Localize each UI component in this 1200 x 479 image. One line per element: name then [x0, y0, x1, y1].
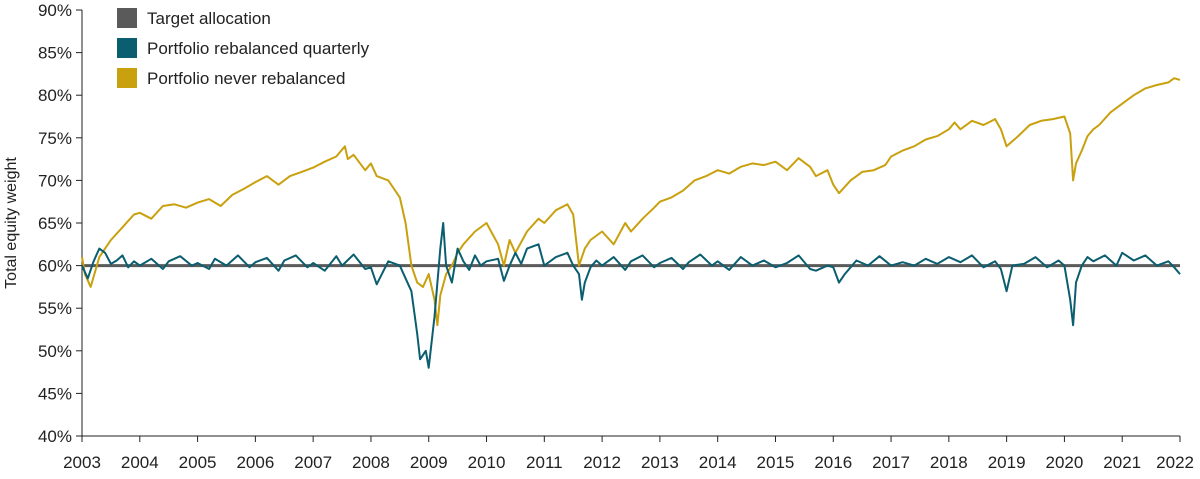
- x-tick-label: 2003: [63, 453, 101, 472]
- x-axis-ticks: 2003 2004 2005 2006 2007 2008 2009 2010 2011 2012…: [63, 436, 1194, 472]
- y-tick-label: 85%: [38, 44, 72, 63]
- legend-label-portfolio-never-rebalanced: Portfolio never rebalanced: [147, 69, 345, 88]
- y-axis-ticks: 40% 45% 50% 55% 60% 65% 70% 75% 80% 85% 90%: [38, 1, 82, 446]
- x-tick-label: 2010: [468, 453, 506, 472]
- x-tick-label: 2005: [179, 453, 217, 472]
- x-tick-label: 2011: [526, 453, 563, 472]
- x-tick-label: 2019: [988, 453, 1026, 472]
- y-axis-label: Total equity weight: [3, 157, 20, 289]
- legend-label-portfolio-rebalanced-quarterly: Portfolio rebalanced quarterly: [147, 39, 370, 58]
- x-tick-label: 2013: [641, 453, 679, 472]
- y-tick-label: 60%: [38, 257, 72, 276]
- x-tick-label: 2004: [121, 453, 159, 472]
- legend: Target allocation Portfolio rebalanced qu…: [117, 8, 370, 88]
- series-line-portfolio-never-rebalanced: [81, 77, 1181, 327]
- x-tick-label: 2008: [352, 453, 390, 472]
- y-tick-label: 75%: [38, 129, 72, 148]
- x-tick-label: 2018: [930, 453, 968, 472]
- x-tick-label: 2007: [294, 453, 332, 472]
- x-tick-label: 2009: [410, 453, 448, 472]
- legend-label-target-allocation: Target allocation: [147, 9, 271, 28]
- x-tick-label: 2006: [236, 453, 274, 472]
- y-tick-label: 50%: [38, 342, 72, 361]
- x-tick-label: 2016: [814, 453, 852, 472]
- y-tick-label: 45%: [38, 384, 72, 403]
- y-tick-label: 80%: [38, 86, 72, 105]
- y-tick-label: 90%: [38, 1, 72, 20]
- y-tick-label: 65%: [38, 214, 72, 233]
- series-line-portfolio-rebalanced-quarterly: [81, 222, 1181, 369]
- y-tick-label: 40%: [38, 427, 72, 446]
- y-tick-label: 70%: [38, 171, 72, 190]
- legend-swatch-portfolio-rebalanced-quarterly: [117, 38, 137, 58]
- x-tick-label: 2014: [699, 453, 737, 472]
- series-layer: [81, 77, 1181, 369]
- x-tick-label: 2015: [757, 453, 795, 472]
- legend-swatch-portfolio-never-rebalanced: [117, 68, 137, 88]
- x-tick-label: 2012: [583, 453, 621, 472]
- x-tick-label: 2022: [1156, 453, 1194, 472]
- x-tick-label: 2021: [1103, 453, 1141, 472]
- x-tick-label: 2020: [1046, 453, 1084, 472]
- y-tick-label: 55%: [38, 299, 72, 318]
- legend-swatch-target-allocation: [117, 8, 137, 28]
- x-tick-label: 2017: [872, 453, 910, 472]
